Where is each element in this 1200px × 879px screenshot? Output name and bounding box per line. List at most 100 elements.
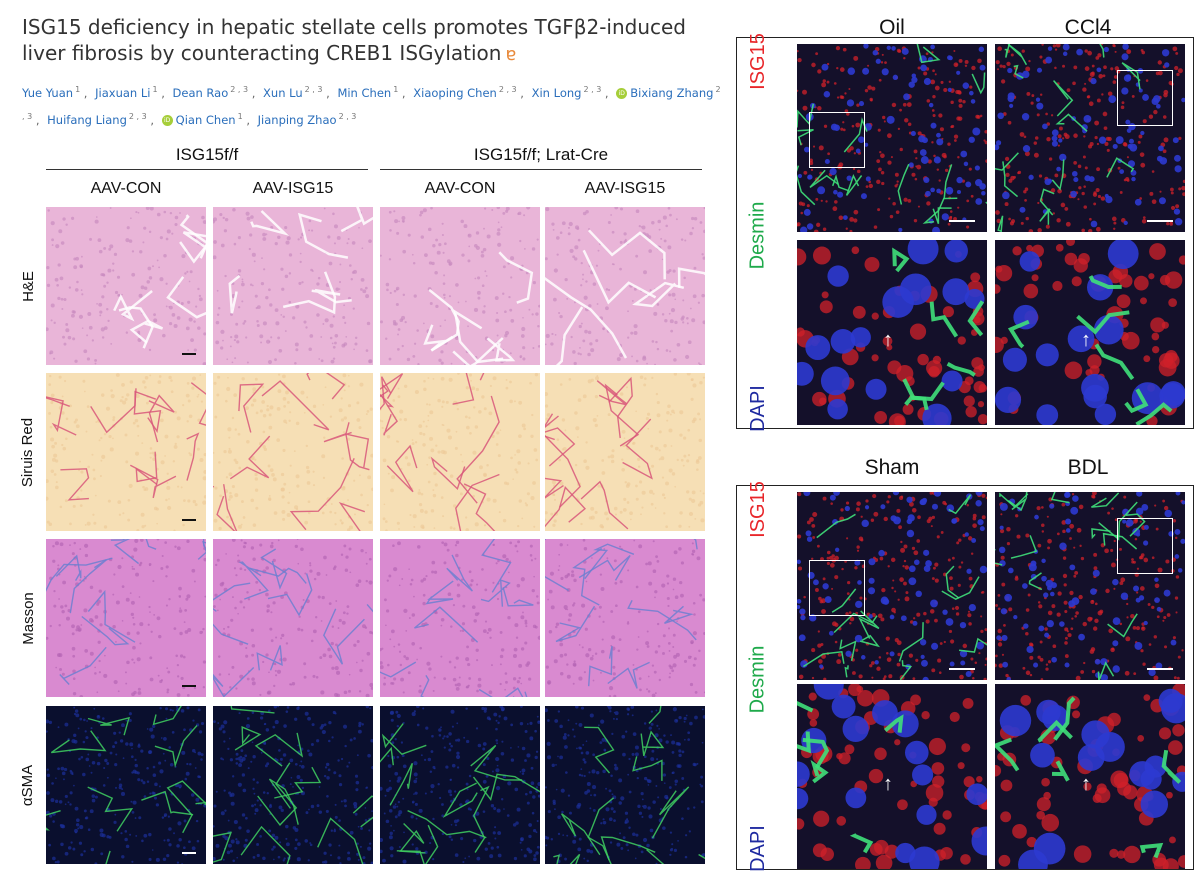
if-image-ccl4 [995,44,1185,232]
inset-box [1117,518,1173,574]
channel-label-isg15: ISG15 [746,481,769,538]
author-affiliation: 2 , 3 [338,111,357,121]
group-divider-1 [46,169,368,170]
separator: , [146,112,154,127]
scale-bar [1147,220,1173,222]
separator: , [398,85,406,100]
author-affiliation: 2 , 3 [22,85,721,121]
author-affiliation: 1 [393,85,399,94]
author-affiliation: 2 , 3 [304,85,323,94]
channel-label-isg15: ISG15 [746,33,769,90]
author-list: Yue Yuan 1 , Jiaxuan Li 1 , Dean Rao 2 , 3 … [22,78,722,132]
histology-tile-masson [545,539,705,697]
if-zoom-ccl4 [995,240,1185,425]
scale-bar [182,353,196,355]
row-label-masson: Masson [19,591,37,645]
author-affiliation: 2 , 3 [583,85,602,94]
author-affiliation: 1 [75,85,81,94]
column-header-aav-isg15-2: AAV-ISG15 [584,180,666,197]
column-header-oil: Oil [879,16,905,39]
author-affiliation: 1 [152,85,158,94]
row-label-he: H&E [19,270,37,302]
scale-bar [182,852,196,854]
author-link[interactable]: Xun Lu [263,85,303,100]
scale-bar [182,519,196,521]
channel-labels-bottom: ISG15 Desmin DAPI [740,481,776,872]
row-label-sirius-red: Siruis Red [19,417,37,487]
histology-tile-asma [380,706,540,864]
inset-box [809,560,865,616]
histology-tile-sirius-red [213,373,373,531]
if-image-oil [797,44,987,232]
histology-tile-he [46,207,206,365]
separator: , [248,85,256,100]
inset-box [809,112,865,168]
row-label-asma: αSMA [19,764,37,806]
separator: , [601,85,609,100]
author-link[interactable]: Jianping Zhao [257,112,337,127]
arrow-up-icon: ↑ [883,329,893,351]
column-header-aav-isg15-1: AAV-ISG15 [252,180,334,197]
scale-bar [949,668,975,670]
if-image-sham [797,492,987,680]
author-link[interactable]: Qian Chen [175,112,236,127]
column-header-aav-con-1: AAV-CON [90,180,162,197]
group-divider-2 [380,169,702,170]
histology-tile-sirius-red [380,373,540,531]
histology-tile-masson [380,539,540,697]
scale-bar [949,220,975,222]
author-link[interactable]: Xiaoping Chen [413,85,497,100]
separator: , [516,85,524,100]
histology-tile-he [213,207,373,365]
histology-tile-masson [213,539,373,697]
channel-label-desmin: Desmin [746,201,769,269]
author-link[interactable]: Min Chen [337,85,392,100]
column-header-bdl: BDL [1067,456,1109,479]
histology-tile-sirius-red [46,373,206,531]
column-header-sham: Sham [864,456,920,479]
histology-tile-masson [46,539,206,697]
if-zoom-oil [797,240,987,425]
author-affiliation: 2 , 3 [230,85,249,94]
channel-labels-top: ISG15 Desmin DAPI [740,33,776,432]
group-header-lrat-cre: ISG15f/f; Lrat-Cre [473,145,609,164]
histology-tile-asma [545,706,705,864]
author-link[interactable]: Jiaxuan Li [95,85,151,100]
column-header-aav-con-2: AAV-CON [424,180,496,197]
inset-box [1117,70,1173,126]
histology-tile-asma [46,706,206,864]
histology-tile-he [545,207,705,365]
arrow-up-icon: ↑ [1081,329,1091,351]
author-link[interactable]: Dean Rao [172,85,229,100]
orcid-icon[interactable]: iD [161,114,173,126]
channel-label-dapi: DAPI [746,385,769,432]
scale-bar [1147,668,1173,670]
column-header-ccl4: CCl4 [1064,16,1112,39]
scale-bar [182,685,196,687]
separator: , [157,85,165,100]
separator: , [242,112,250,127]
if-zoom-sham [797,684,987,869]
article-title: ISG15 deficiency in hepatic stellate cel… [22,14,722,68]
author-link[interactable]: Yue Yuan [22,85,74,100]
author-link[interactable]: Bixiang Zhang [630,85,714,100]
if-zoom-bdl [995,684,1185,869]
if-image-bdl [995,492,1185,680]
author-affiliation: 2 , 3 [128,111,147,121]
author-link[interactable]: Xin Long [531,85,582,100]
histology-tile-he [380,207,540,365]
separator: , [32,112,40,127]
article-title-text: ISG15 deficiency in hepatic stellate cel… [22,15,687,65]
open-access-icon[interactable]: ɐ [505,44,517,65]
orcid-icon[interactable]: iD [616,87,628,99]
author-link[interactable]: Huifang Liang [47,112,127,127]
channel-label-dapi: DAPI [746,825,769,872]
group-header-isg15ff: ISG15f/f [175,145,239,164]
histology-tile-sirius-red [545,373,705,531]
arrow-up-icon: ↑ [1081,773,1091,795]
author-affiliation: 2 , 3 [498,85,517,94]
author-affiliation: 1 [237,111,243,121]
separator: , [322,85,330,100]
histology-tile-asma [213,706,373,864]
channel-label-desmin: Desmin [746,645,769,713]
